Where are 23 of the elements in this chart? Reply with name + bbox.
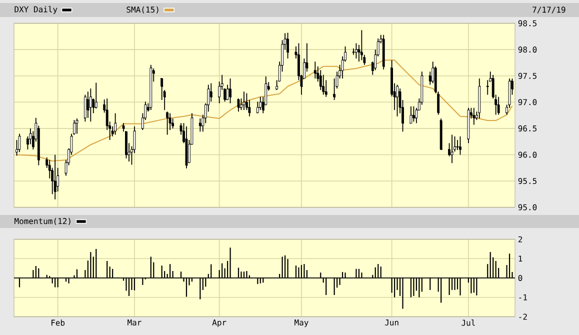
x-tick-label: Jun xyxy=(385,320,398,326)
x-tick-label: May xyxy=(294,320,308,328)
y-tick-label: 95.5 xyxy=(518,178,536,184)
y-tick-label: 97.0 xyxy=(518,99,537,106)
y-tick-label: -2 xyxy=(519,314,527,320)
y-tick-label: 2 xyxy=(518,236,522,242)
y-tick-label: 1 xyxy=(518,256,522,262)
y-tick-label: 98.0 xyxy=(518,46,537,53)
x-tick-label: Mar xyxy=(128,320,142,326)
x-tick-label: Apr xyxy=(212,320,226,328)
text: 7/17/19 xyxy=(532,6,566,14)
legend-label: Momentum(12) xyxy=(14,218,70,226)
y-tick-label: 0 xyxy=(518,274,522,282)
x-tick-label: Jul xyxy=(462,320,475,326)
y-tick-label: 96.5 xyxy=(518,125,536,132)
y-tick-label: 97.5 xyxy=(518,72,536,79)
legend-label: SMA(15) xyxy=(126,6,158,14)
y-tick-label: 96.0 xyxy=(518,152,537,158)
y-tick-label: 98.5 xyxy=(518,20,536,26)
y-tick-label: 95.0 xyxy=(518,204,537,210)
legend-label: DXY Daily xyxy=(14,6,58,14)
x-tick-label: Feb xyxy=(52,320,65,326)
y-tick-label: -1 xyxy=(519,294,527,300)
